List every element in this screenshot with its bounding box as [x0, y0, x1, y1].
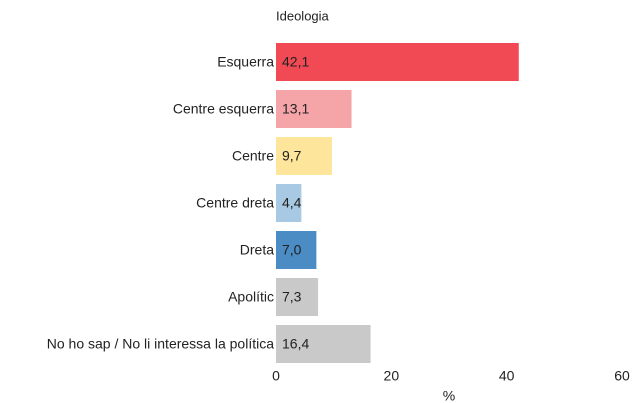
data-label: 7,3 — [282, 289, 302, 305]
x-axis-label: % — [443, 388, 455, 403]
x-tick-label: 0 — [272, 368, 280, 384]
bar — [276, 231, 317, 269]
data-label: 7,0 — [282, 242, 302, 258]
bar — [276, 90, 352, 128]
bar — [276, 325, 371, 363]
y-tick-label: Centre — [232, 148, 274, 164]
bar — [276, 137, 332, 175]
data-label: 42,1 — [282, 54, 309, 70]
bar — [276, 43, 519, 81]
chart-title: Ideologia — [276, 8, 330, 23]
x-tick-label: 60 — [614, 368, 630, 384]
data-label: 13,1 — [282, 101, 309, 117]
x-tick-label: 40 — [499, 368, 515, 384]
y-tick-label: No ho sap / No li interessa la política — [47, 336, 274, 352]
data-label: 16,4 — [282, 336, 309, 352]
y-tick-label: Centre dreta — [196, 195, 274, 211]
data-label: 4,4 — [282, 195, 302, 211]
y-tick-label: Dreta — [240, 242, 274, 258]
y-tick-label: Esquerra — [217, 54, 274, 70]
y-tick-label: Apolític — [228, 289, 274, 305]
x-tick-label: 20 — [384, 368, 400, 384]
y-tick-label: Centre esquerra — [173, 101, 274, 117]
bar — [276, 184, 302, 222]
bar — [276, 278, 319, 316]
data-label: 9,7 — [282, 148, 302, 164]
